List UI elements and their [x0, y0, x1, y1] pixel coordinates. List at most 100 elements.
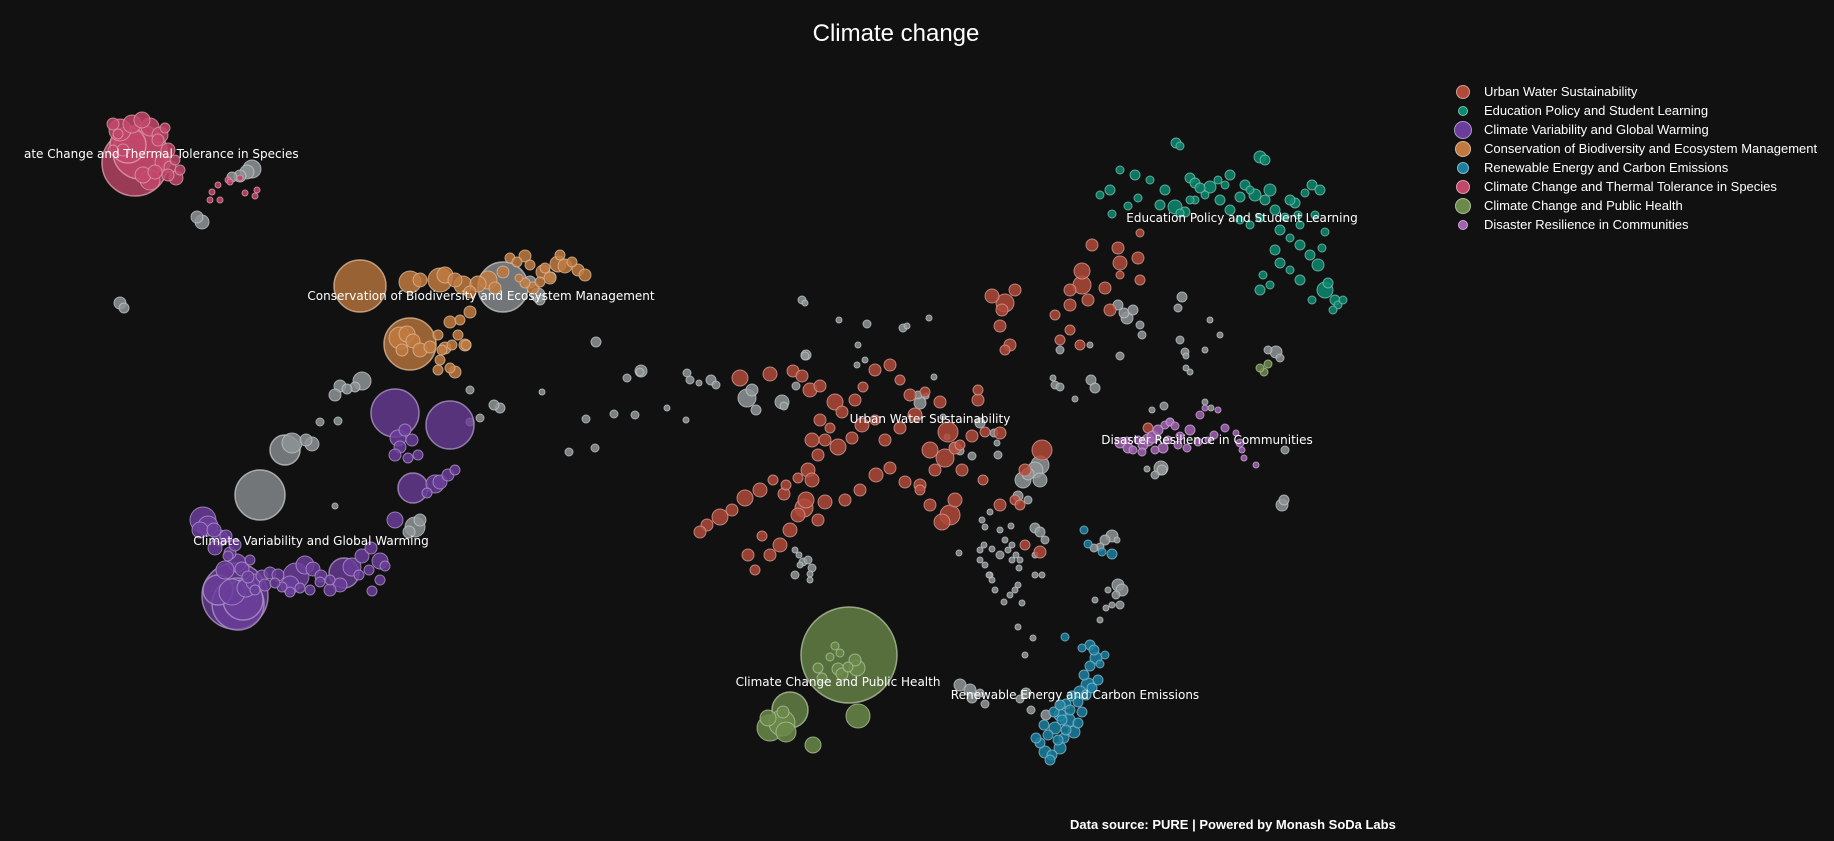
- data-point[interactable]: [1014, 499, 1026, 511]
- data-point[interactable]: [1131, 251, 1145, 265]
- data-point[interactable]: [1104, 586, 1112, 594]
- data-point[interactable]: [854, 341, 862, 349]
- data-point[interactable]: [635, 367, 645, 377]
- data-point[interactable]: [412, 449, 424, 461]
- data-point[interactable]: [1079, 525, 1089, 535]
- data-point[interactable]: [518, 249, 532, 263]
- data-point[interactable]: [1238, 446, 1246, 454]
- data-point[interactable]: [151, 133, 165, 147]
- data-point[interactable]: [133, 111, 151, 129]
- data-point[interactable]: [1032, 472, 1048, 488]
- data-point[interactable]: [366, 585, 378, 597]
- data-point[interactable]: [711, 508, 729, 526]
- data-point[interactable]: [988, 545, 996, 553]
- data-point[interactable]: [1235, 215, 1245, 225]
- data-point[interactable]: [993, 426, 1007, 440]
- data-point[interactable]: [816, 672, 828, 684]
- data-point[interactable]: [1044, 754, 1056, 766]
- data-point[interactable]: [835, 648, 845, 658]
- data-point[interactable]: [1134, 274, 1146, 286]
- data-point[interactable]: [995, 303, 1009, 317]
- data-point[interactable]: [159, 122, 171, 134]
- data-point[interactable]: [1175, 431, 1185, 441]
- data-point[interactable]: [1049, 374, 1057, 382]
- data-point[interactable]: [1163, 435, 1173, 445]
- data-point[interactable]: [1195, 410, 1205, 420]
- legend-item[interactable]: Renewable Energy and Carbon Emissions: [1452, 158, 1817, 177]
- data-point[interactable]: [1306, 179, 1318, 191]
- data-point[interactable]: [304, 584, 316, 596]
- data-point[interactable]: [1209, 430, 1219, 440]
- data-point[interactable]: [1011, 586, 1019, 594]
- data-point[interactable]: [609, 409, 619, 419]
- data-point[interactable]: [868, 467, 884, 483]
- data-point[interactable]: [370, 388, 420, 438]
- data-point[interactable]: [206, 522, 222, 538]
- data-point[interactable]: [1173, 303, 1183, 313]
- data-point[interactable]: [1127, 304, 1139, 316]
- data-point[interactable]: [1311, 258, 1325, 272]
- data-point[interactable]: [488, 281, 502, 295]
- data-point[interactable]: [1086, 682, 1098, 694]
- data-point[interactable]: [1048, 706, 1060, 718]
- data-point[interactable]: [222, 550, 234, 562]
- data-point[interactable]: [854, 417, 870, 433]
- data-point[interactable]: [1154, 199, 1166, 211]
- data-point[interactable]: [996, 526, 1004, 534]
- data-point[interactable]: [539, 262, 551, 274]
- data-point[interactable]: [328, 388, 342, 402]
- data-point[interactable]: [993, 319, 1007, 333]
- data-point[interactable]: [835, 316, 843, 324]
- data-point[interactable]: [1020, 687, 1032, 699]
- data-point[interactable]: [898, 475, 912, 489]
- data-point[interactable]: [1259, 194, 1271, 206]
- data-point[interactable]: [379, 560, 391, 572]
- data-point[interactable]: [1185, 195, 1195, 205]
- data-point[interactable]: [1214, 406, 1222, 414]
- data-point[interactable]: [219, 529, 233, 543]
- data-point[interactable]: [695, 379, 703, 387]
- data-point[interactable]: [921, 441, 939, 459]
- data-point[interactable]: [1275, 353, 1285, 363]
- data-point[interactable]: [581, 414, 591, 424]
- data-point[interactable]: [207, 540, 223, 556]
- data-point[interactable]: [1150, 470, 1160, 480]
- data-point[interactable]: [845, 431, 859, 445]
- data-point[interactable]: [978, 516, 986, 524]
- data-point[interactable]: [1113, 536, 1121, 544]
- data-point[interactable]: [791, 546, 799, 554]
- data-point[interactable]: [374, 574, 386, 586]
- data-point[interactable]: [1128, 445, 1138, 455]
- data-point[interactable]: [800, 351, 810, 361]
- data-point[interactable]: [745, 383, 759, 397]
- data-point[interactable]: [1269, 244, 1281, 256]
- data-point[interactable]: [1274, 224, 1286, 236]
- data-point[interactable]: [804, 432, 820, 448]
- data-point[interactable]: [868, 363, 882, 377]
- data-point[interactable]: [1100, 650, 1110, 660]
- data-point[interactable]: [1307, 295, 1317, 305]
- data-point[interactable]: [578, 268, 592, 282]
- data-point[interactable]: [463, 285, 477, 299]
- data-point[interactable]: [1083, 539, 1093, 549]
- data-point[interactable]: [386, 511, 404, 529]
- data-point[interactable]: [752, 482, 768, 498]
- data-point[interactable]: [1103, 303, 1117, 317]
- data-point[interactable]: [543, 271, 557, 285]
- data-point[interactable]: [398, 423, 412, 437]
- data-point[interactable]: [1054, 334, 1066, 346]
- data-point[interactable]: [759, 709, 777, 727]
- data-point[interactable]: [1213, 175, 1223, 185]
- data-point[interactable]: [1088, 644, 1100, 656]
- data-point[interactable]: [947, 492, 963, 508]
- data-point[interactable]: [1078, 669, 1090, 681]
- data-point[interactable]: [496, 265, 510, 279]
- data-point[interactable]: [1300, 188, 1310, 198]
- data-point[interactable]: [1317, 243, 1327, 253]
- data-point[interactable]: [1293, 210, 1303, 220]
- data-point[interactable]: [208, 188, 216, 196]
- data-point[interactable]: [161, 168, 175, 182]
- data-point[interactable]: [1015, 564, 1023, 572]
- data-point[interactable]: [299, 433, 313, 447]
- data-point[interactable]: [893, 421, 907, 435]
